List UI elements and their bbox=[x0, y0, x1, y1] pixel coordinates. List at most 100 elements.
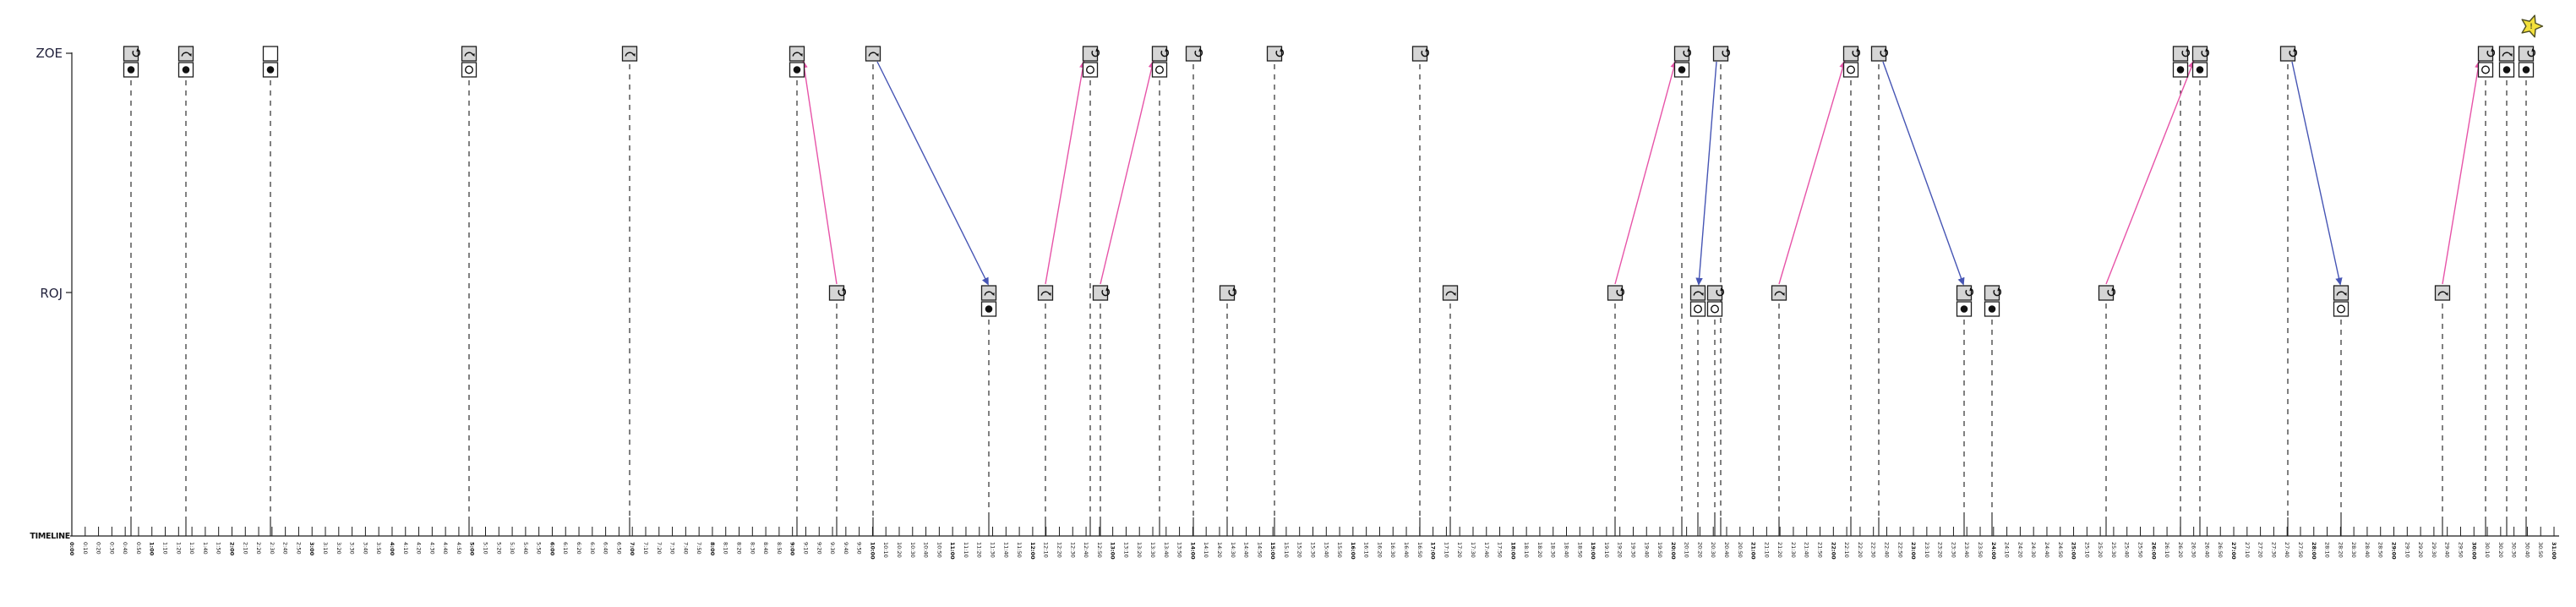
timeline-tick-label: 6:10 bbox=[562, 542, 569, 555]
timeline-tick-label: 3:10 bbox=[322, 542, 329, 555]
timeline-tick-label: 18:50 bbox=[1576, 542, 1583, 558]
row-label-roj: ROJ bbox=[40, 286, 63, 301]
refresh-cycle-icon bbox=[1712, 46, 1729, 62]
timeline-tick-label: 0:30 bbox=[108, 542, 115, 555]
event-marker-z13 bbox=[1673, 46, 1692, 78]
timeline-tick-label: 26:20 bbox=[2177, 542, 2184, 558]
timeline-tick-label: 1:00 bbox=[149, 542, 156, 556]
redo-arc-icon bbox=[1771, 285, 1787, 301]
event-marker-z14 bbox=[1712, 46, 1731, 62]
timeline-tick-label: 2:30 bbox=[269, 542, 276, 555]
event-marker-z9 bbox=[1151, 46, 1170, 78]
timeline-tick-label: 18:40 bbox=[1564, 542, 1570, 558]
timeline-tick-label: 13:10 bbox=[1122, 542, 1129, 558]
timeline-tick-label: 17:10 bbox=[1443, 542, 1449, 558]
timeline-tick-label: 16:40 bbox=[1403, 542, 1410, 558]
event-marker-z10 bbox=[1185, 46, 1203, 62]
timeline-tick-label: 30:10 bbox=[2484, 542, 2491, 558]
roj-to-zoe-link bbox=[1100, 60, 1155, 285]
timeline-tick-label: 0:40 bbox=[122, 542, 128, 555]
event-marker-r3 bbox=[1037, 285, 1054, 301]
timeline-tick-label: 9:40 bbox=[843, 542, 849, 555]
timeline-tick-label: 12:10 bbox=[1043, 542, 1050, 558]
timeline-tick-label: 5:00 bbox=[469, 542, 476, 556]
timeline-tick-label: 17:50 bbox=[1497, 542, 1504, 558]
timeline-tick-label: 16:50 bbox=[1416, 542, 1423, 558]
timeline-tick-label: 11:50 bbox=[1016, 542, 1023, 558]
refresh-cycle-icon bbox=[2191, 46, 2208, 62]
roj-to-zoe-link bbox=[800, 60, 838, 285]
timeline-tick-label: 15:10 bbox=[1283, 542, 1290, 558]
timeline-tick-label: 29:20 bbox=[2417, 542, 2424, 558]
timeline-tick-label: 23:50 bbox=[1977, 542, 1984, 558]
timeline-tick-label: 14:20 bbox=[1216, 542, 1223, 558]
timeline-tick-label: 5:20 bbox=[495, 542, 502, 555]
event-marker-z7 bbox=[865, 46, 881, 62]
timeline-tick-label: 0:20 bbox=[96, 542, 102, 555]
timeline-tick-label: 12:30 bbox=[1069, 542, 1076, 558]
timeline-tick-label: 21:40 bbox=[1804, 542, 1810, 558]
event-marker-z21 bbox=[2498, 46, 2515, 78]
timeline-tick-label: 11:00 bbox=[949, 542, 956, 560]
refresh-cycle-icon bbox=[1266, 46, 1283, 62]
timeline-tick-label: 23:30 bbox=[1950, 542, 1957, 558]
redo-arc-icon bbox=[1442, 285, 1459, 301]
timeline-tick-label: 23:40 bbox=[1963, 542, 1970, 558]
timeline-tick-label: 27:10 bbox=[2244, 542, 2251, 558]
timeline-tick-label: 0:00 bbox=[68, 542, 75, 556]
timeline-tick-label: 21:20 bbox=[1776, 542, 1783, 558]
timeline-tick-label: 21:50 bbox=[1817, 542, 1824, 558]
timeline-tick-label: 19:20 bbox=[1617, 542, 1624, 558]
refresh-cycle-icon bbox=[1607, 285, 1624, 301]
refresh-cycle-icon bbox=[2518, 46, 2535, 62]
timeline-tick-label: 9:50 bbox=[856, 542, 863, 555]
timeline-tick-label: 13:40 bbox=[1163, 542, 1170, 558]
refresh-cycle-icon bbox=[1673, 46, 1690, 62]
timeline-tick-label: 19:30 bbox=[1629, 542, 1636, 558]
timeline-tick-label: 15:30 bbox=[1310, 542, 1317, 558]
timeline-tick-label: 29:50 bbox=[2457, 542, 2464, 558]
timeline-tick-label: 25:10 bbox=[2083, 542, 2090, 558]
timeline-tick-label: 19:50 bbox=[1656, 542, 1663, 558]
refresh-cycle-icon bbox=[2098, 285, 2115, 301]
timeline-tick-label: 12:40 bbox=[1083, 542, 1089, 558]
timeline-tick-label: 17:20 bbox=[1456, 542, 1463, 558]
event-marker-z1 bbox=[123, 46, 141, 78]
roj-to-zoe-link bbox=[2442, 60, 2482, 285]
event-marker-z11 bbox=[1266, 46, 1285, 62]
timeline-tick-label: 25:00 bbox=[2071, 542, 2077, 560]
zoe-to-roj-link bbox=[876, 61, 989, 286]
event-marker-z16 bbox=[1870, 46, 1889, 62]
timeline-tick-label: 2:50 bbox=[295, 542, 302, 555]
event-marker-z3 bbox=[262, 46, 279, 78]
timeline-tick-label: 2:10 bbox=[242, 542, 248, 555]
timeline-tick-label: 26:10 bbox=[2164, 542, 2170, 558]
timeline-tick-label: 15:20 bbox=[1296, 542, 1303, 558]
timeline-tick-label: 6:40 bbox=[603, 542, 609, 555]
timeline-tick-label: 8:30 bbox=[749, 542, 756, 555]
timeline-tick-label: 23:10 bbox=[1924, 542, 1930, 558]
timeline-tick-label: 6:50 bbox=[615, 542, 622, 555]
timeline-tick-label: 26:50 bbox=[2217, 542, 2224, 558]
row-label-zoe: ZOE bbox=[35, 46, 63, 61]
refresh-cycle-icon bbox=[1956, 285, 1973, 301]
timeline-tick-label: 5:30 bbox=[509, 542, 516, 555]
timeline-tick-label: 14:00 bbox=[1189, 542, 1196, 560]
timeline-tick-label: 15:50 bbox=[1336, 542, 1343, 558]
timeline-tick-label: 28:40 bbox=[2364, 542, 2371, 558]
zoe-to-roj-link bbox=[1882, 61, 1965, 286]
timeline-tick-label: 2:00 bbox=[228, 542, 235, 556]
timeline-tick-label: 24:00 bbox=[1990, 542, 1997, 560]
timeline-tick-label: 30:20 bbox=[2497, 542, 2504, 558]
event-marker-z2 bbox=[177, 46, 194, 78]
timeline-tick-label: 24:10 bbox=[2004, 542, 2011, 558]
timeline-tick-label: 30:00 bbox=[2470, 542, 2477, 560]
timeline-tick-label: 29:40 bbox=[2444, 542, 2451, 558]
redo-arc-icon bbox=[789, 46, 805, 62]
timeline-tick-label: 10:50 bbox=[936, 542, 942, 558]
redo-arc-icon bbox=[1037, 285, 1054, 301]
timeline-tick-label: 1:10 bbox=[162, 542, 169, 555]
refresh-cycle-icon bbox=[1219, 285, 1236, 301]
timeline-tick-label: 29:30 bbox=[2431, 542, 2437, 558]
refresh-cycle-icon bbox=[1151, 46, 1168, 62]
